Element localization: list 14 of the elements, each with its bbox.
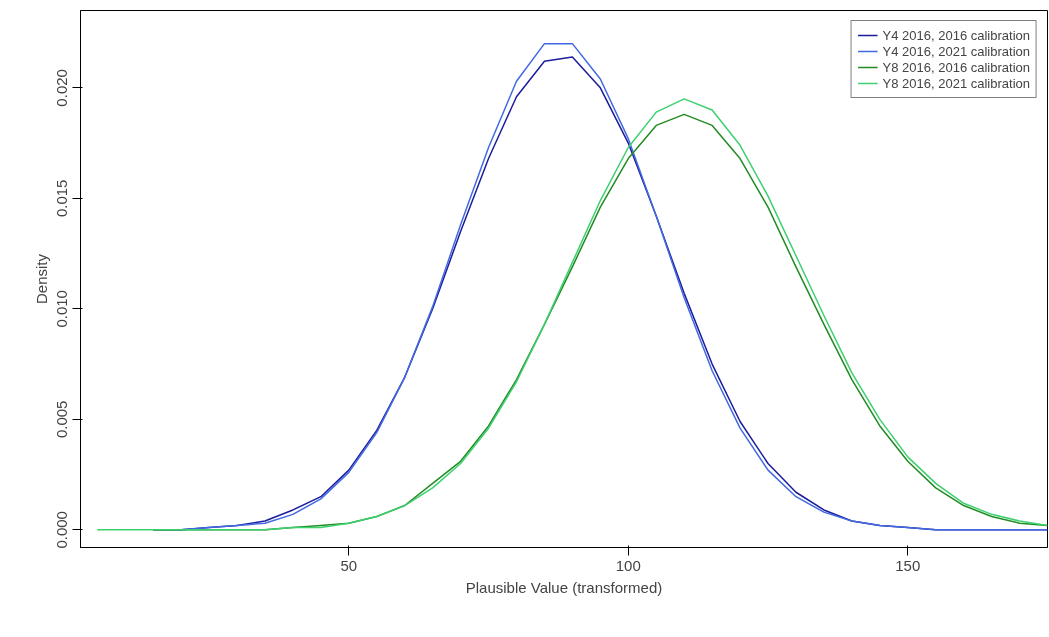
legend-label: Y4 2016, 2021 calibration bbox=[882, 43, 1030, 59]
legend-label: Y8 2016, 2016 calibration bbox=[882, 59, 1030, 75]
legend-label: Y4 2016, 2016 calibration bbox=[882, 27, 1030, 43]
x-tick-label: 100 bbox=[615, 556, 641, 574]
y-tick-label: 0.010 bbox=[53, 290, 71, 328]
y-tick-label: 0.015 bbox=[53, 179, 71, 218]
x-axis-title: Plausible Value (transformed) bbox=[465, 578, 663, 596]
x-tick-label: 150 bbox=[895, 556, 921, 574]
x-tick-label: 50 bbox=[340, 556, 358, 574]
y-axis-title: Density bbox=[32, 253, 50, 305]
y-tick-label: 0.000 bbox=[53, 511, 71, 549]
y-tick-label: 0.020 bbox=[53, 69, 71, 107]
y-tick-label: 0.005 bbox=[53, 400, 71, 439]
legend-label: Y8 2016, 2021 calibration bbox=[882, 75, 1030, 91]
